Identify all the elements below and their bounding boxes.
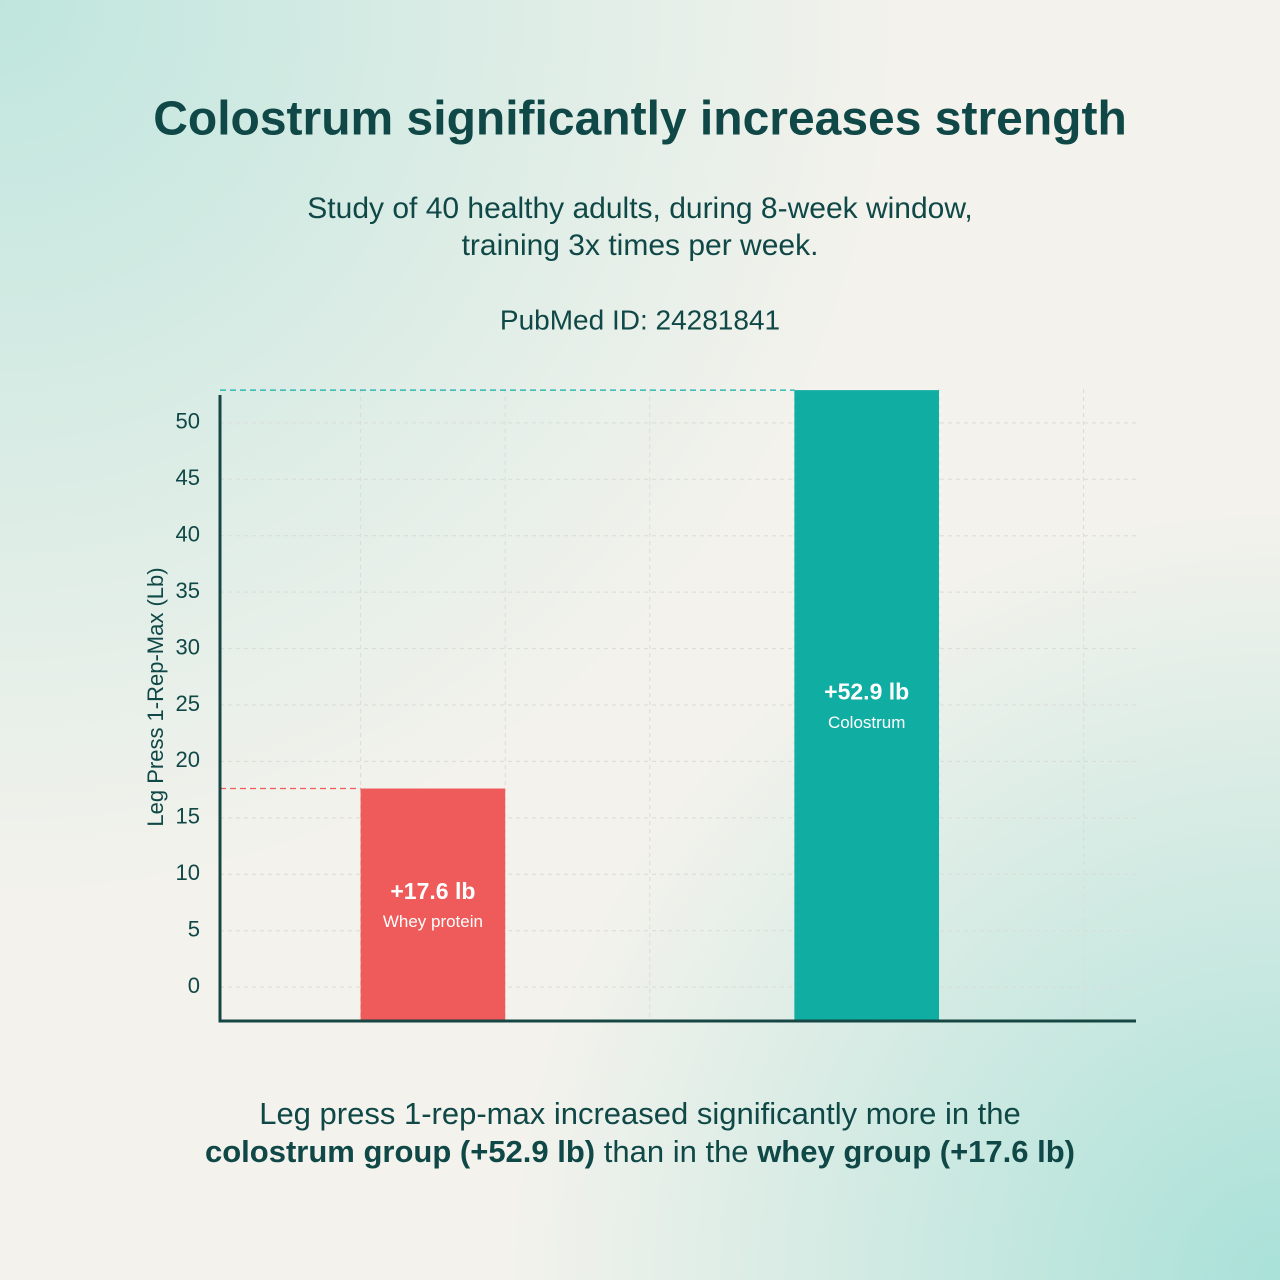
y-tick-label: 0: [188, 973, 200, 998]
category-label: Colostrum: [828, 713, 905, 732]
y-tick-label: 45: [176, 465, 200, 490]
y-tick-label: 25: [176, 691, 200, 716]
category-label: Whey protein: [383, 912, 483, 931]
footer-text: than in the: [604, 1134, 749, 1169]
y-tick-label: 15: [176, 804, 200, 829]
footer-bold: colostrum group (+52.9 lb): [205, 1134, 595, 1169]
y-axis-label: Leg Press 1-Rep-Max (Lb): [143, 567, 168, 826]
bar: [360, 788, 506, 1021]
subtitle: training 3x times per week.: [462, 229, 819, 262]
value-label: +17.6 lb: [390, 878, 475, 904]
subtitle: Study of 40 healthy adults, during 8-wee…: [307, 192, 972, 225]
y-tick-label: 35: [176, 578, 200, 603]
y-tick-label: 5: [188, 917, 200, 942]
footer: Leg press 1-rep-max increased significan…: [259, 1096, 1021, 1131]
source: PubMed ID: 24281841: [500, 304, 780, 335]
footer-bold: whey group (+17.6 lb): [756, 1134, 1075, 1169]
bar: [794, 390, 939, 1022]
value-label: +52.9 lb: [824, 679, 909, 705]
footer: colostrum group (+52.9 lb) than in the w…: [205, 1134, 1075, 1169]
y-tick-label: 50: [176, 409, 200, 434]
y-tick-label: 30: [176, 634, 200, 659]
chart-title: Colostrum significantly increases streng…: [153, 93, 1127, 146]
y-tick-label: 20: [176, 747, 200, 772]
y-tick-label: 40: [176, 522, 200, 547]
y-tick-label: 10: [176, 860, 200, 885]
